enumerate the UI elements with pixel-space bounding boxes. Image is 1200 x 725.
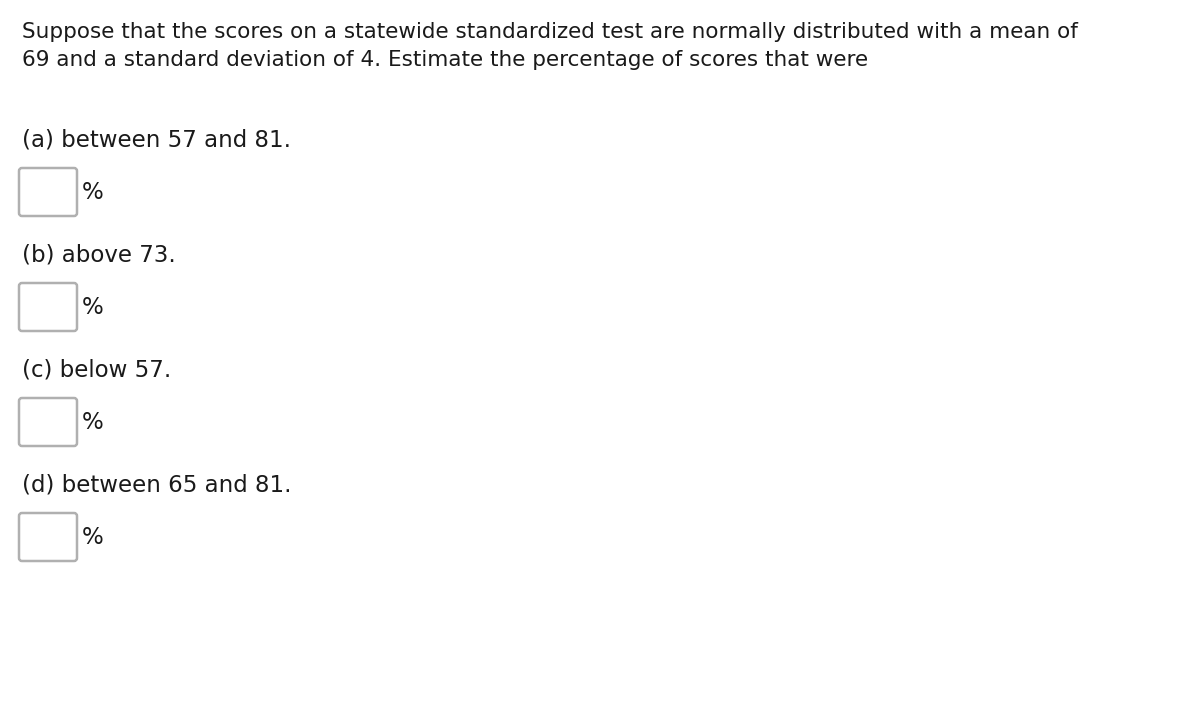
Text: %: % [82,526,103,549]
Text: (a) between 57 and 81.: (a) between 57 and 81. [22,128,292,151]
Text: %: % [82,296,103,318]
Text: %: % [82,181,103,204]
FancyBboxPatch shape [19,283,77,331]
FancyBboxPatch shape [19,398,77,446]
Text: (c) below 57.: (c) below 57. [22,358,172,381]
Text: %: % [82,410,103,434]
Text: (b) above 73.: (b) above 73. [22,243,175,266]
Text: 69 and a standard deviation of 4. Estimate the percentage of scores that were: 69 and a standard deviation of 4. Estima… [22,50,868,70]
FancyBboxPatch shape [19,513,77,561]
FancyBboxPatch shape [19,168,77,216]
Text: (d) between 65 and 81.: (d) between 65 and 81. [22,473,292,496]
Text: Suppose that the scores on a statewide standardized test are normally distribute: Suppose that the scores on a statewide s… [22,22,1078,42]
